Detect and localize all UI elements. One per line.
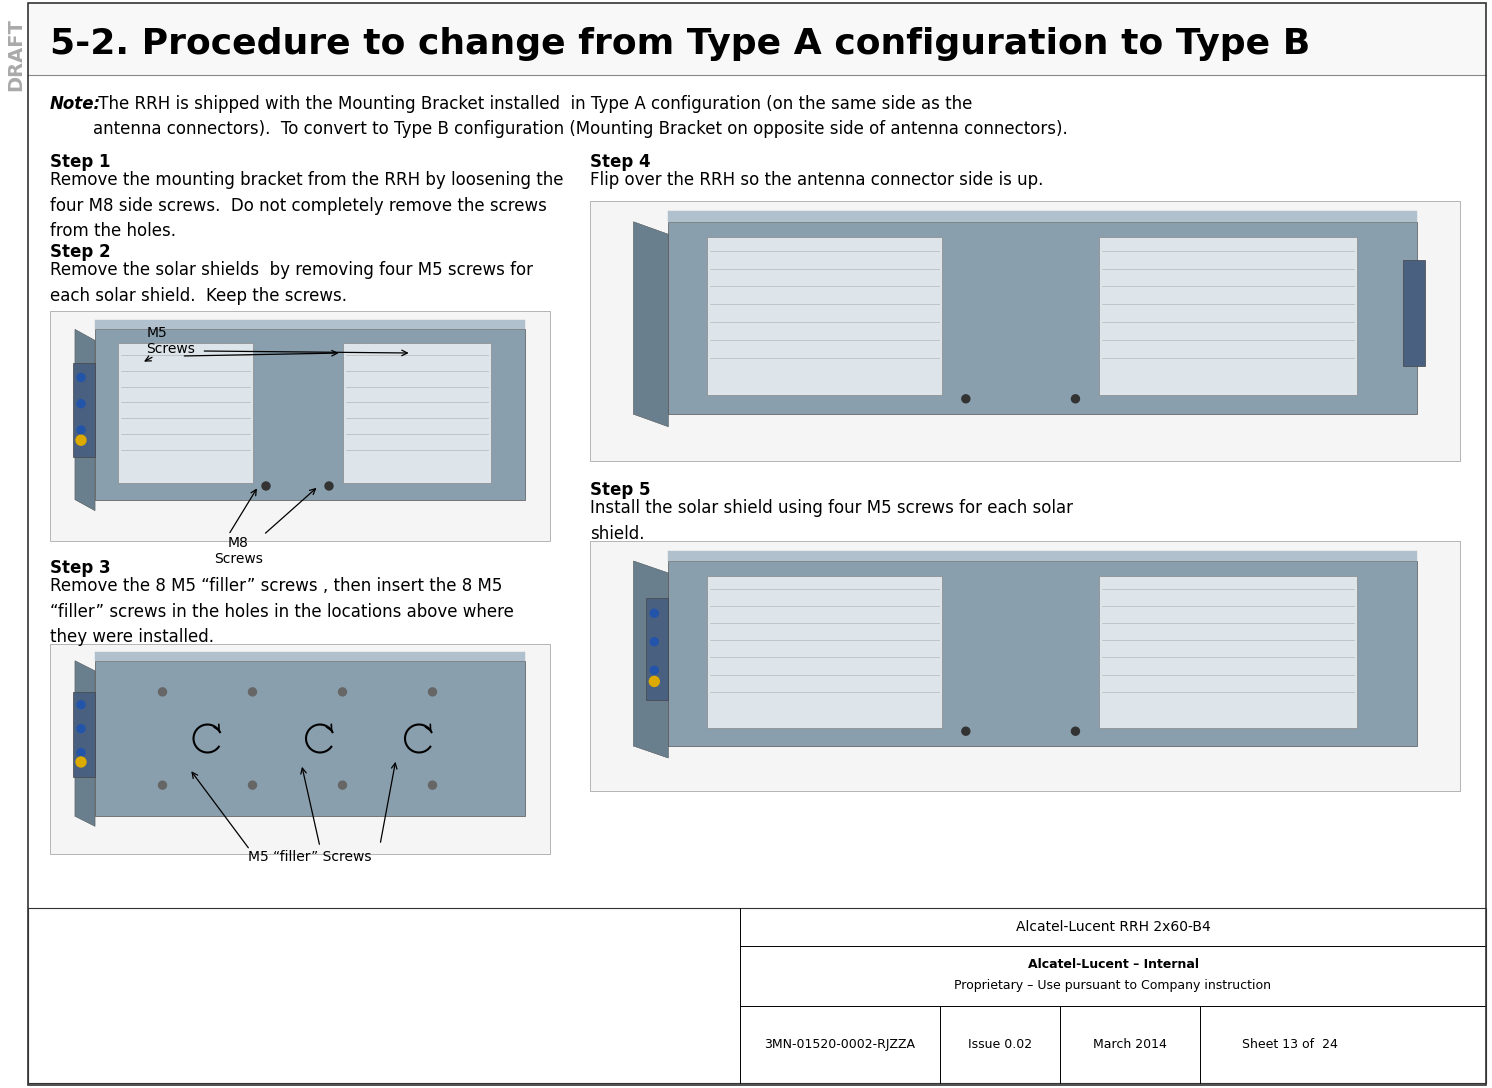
Circle shape	[428, 688, 437, 696]
Text: Alcatel-Lucent – Internal: Alcatel-Lucent – Internal	[1028, 957, 1198, 970]
Bar	[589, 201, 1461, 461]
Polygon shape	[75, 660, 95, 826]
Circle shape	[158, 688, 167, 696]
Text: Flip over the RRH so the antenna connector side is up.: Flip over the RRH so the antenna connect…	[589, 171, 1043, 189]
Circle shape	[78, 725, 85, 732]
Text: Alcatel-Lucent RRH 2x60-B4: Alcatel-Lucent RRH 2x60-B4	[1016, 920, 1210, 934]
Bar	[118, 343, 252, 483]
Circle shape	[651, 609, 658, 617]
Text: Install the solar shield using four M5 screws for each solar
shield.: Install the solar shield using four M5 s…	[589, 499, 1073, 543]
Bar	[51, 311, 551, 541]
Text: DRAFT: DRAFT	[1468, 974, 1488, 1047]
Circle shape	[78, 701, 85, 708]
Text: Remove the 8 M5 “filler” screws , then insert the 8 M5
“filler” screws in the ho: Remove the 8 M5 “filler” screws , then i…	[51, 577, 513, 646]
Bar	[51, 644, 551, 854]
Bar	[28, 3, 1486, 75]
Circle shape	[263, 482, 270, 490]
Text: The RRH is shipped with the Mounting Bracket installed  in Type A configuration : The RRH is shipped with the Mounting Bra…	[93, 95, 1068, 138]
Text: M5
Screws: M5 Screws	[146, 326, 195, 356]
Text: 5-2. Procedure to change from Type A configuration to Type B: 5-2. Procedure to change from Type A con…	[51, 27, 1310, 61]
Bar	[646, 598, 668, 700]
Polygon shape	[634, 222, 668, 426]
Circle shape	[249, 781, 257, 789]
Text: Step 1: Step 1	[51, 153, 110, 171]
Text: March 2014: March 2014	[1094, 1038, 1167, 1051]
Circle shape	[651, 638, 658, 646]
Text: Step 4: Step 4	[589, 153, 651, 171]
Circle shape	[76, 435, 87, 445]
Circle shape	[1071, 727, 1079, 735]
Polygon shape	[95, 320, 525, 330]
Bar	[28, 908, 1486, 1083]
Bar	[1100, 576, 1358, 728]
Bar	[343, 343, 491, 483]
Bar	[707, 576, 943, 728]
Circle shape	[78, 749, 85, 756]
Text: Step 5: Step 5	[589, 481, 651, 499]
Circle shape	[158, 781, 167, 789]
Circle shape	[651, 666, 658, 675]
Bar	[95, 330, 525, 499]
Circle shape	[339, 688, 346, 696]
Polygon shape	[634, 561, 668, 758]
Bar	[73, 692, 95, 777]
Bar	[95, 660, 525, 816]
Text: Remove the solar shields  by removing four M5 screws for
each solar shield.  Kee: Remove the solar shields by removing fou…	[51, 261, 533, 305]
Bar	[668, 222, 1416, 415]
Polygon shape	[668, 551, 1416, 561]
Bar	[1100, 237, 1358, 395]
Bar	[707, 237, 943, 395]
Text: Step 3: Step 3	[51, 559, 110, 577]
Text: Step 2: Step 2	[51, 243, 110, 261]
Circle shape	[78, 373, 85, 382]
Text: Issue 0.02: Issue 0.02	[968, 1038, 1032, 1051]
Polygon shape	[75, 330, 95, 510]
Text: M5 “filler” Screws: M5 “filler” Screws	[248, 850, 372, 864]
Circle shape	[325, 482, 333, 490]
Text: DRAFT: DRAFT	[6, 18, 25, 91]
Circle shape	[78, 425, 85, 434]
Text: Remove the mounting bracket from the RRH by loosening the
four M8 side screws.  : Remove the mounting bracket from the RRH…	[51, 171, 564, 240]
Text: M8
Screws: M8 Screws	[213, 536, 263, 566]
Circle shape	[78, 399, 85, 408]
Bar	[73, 363, 95, 457]
Circle shape	[428, 781, 437, 789]
Polygon shape	[95, 653, 525, 660]
Bar	[668, 561, 1416, 746]
Polygon shape	[668, 211, 1416, 222]
Circle shape	[962, 727, 970, 735]
Circle shape	[649, 677, 659, 687]
Circle shape	[1071, 395, 1079, 403]
Circle shape	[339, 781, 346, 789]
Bar	[1404, 260, 1425, 366]
Circle shape	[249, 688, 257, 696]
Circle shape	[962, 395, 970, 403]
Circle shape	[76, 757, 87, 767]
Text: Proprietary – Use pursuant to Company instruction: Proprietary – Use pursuant to Company in…	[955, 979, 1271, 992]
Text: 3MN-01520-0002-RJZZA: 3MN-01520-0002-RJZZA	[764, 1038, 916, 1051]
Bar	[589, 541, 1461, 791]
Text: Note:: Note:	[51, 95, 101, 113]
Text: Sheet 13 of  24: Sheet 13 of 24	[1241, 1038, 1338, 1051]
